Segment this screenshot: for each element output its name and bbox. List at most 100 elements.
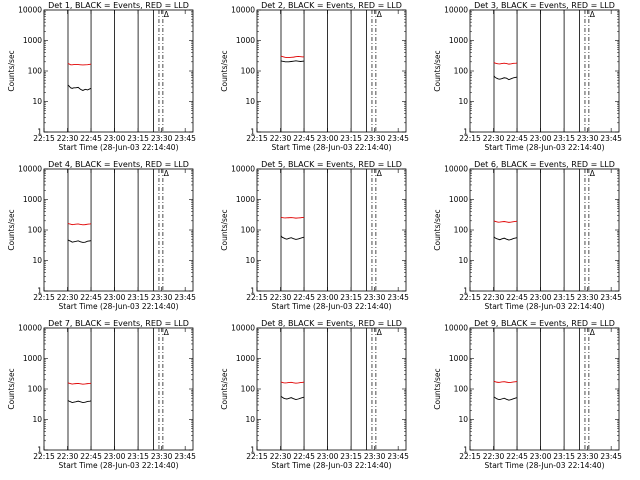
detector-panel-3: Det 3, BLACK = Events, RED = LLD 1 10 100 10… bbox=[433, 1, 622, 152]
x-tick-label: 23:45 bbox=[174, 293, 196, 302]
plot-frame bbox=[256, 9, 407, 133]
y-tick-label: 10 bbox=[458, 415, 468, 424]
x-tick-label: 23:00 bbox=[104, 293, 126, 302]
series-events bbox=[280, 235, 305, 240]
y-axis-label: Counts/sec bbox=[433, 50, 442, 91]
y-tick-label: 1 bbox=[250, 128, 255, 137]
x-tick-label: 23:30 bbox=[151, 452, 173, 461]
x-axis-label: Start Time (28-Jun-03 22:14:40) bbox=[485, 302, 605, 311]
x-tick-label: 23:45 bbox=[174, 452, 196, 461]
y-tick-label: 1000 bbox=[23, 195, 42, 204]
y-tick-label: 10 bbox=[245, 97, 255, 106]
y-tick-label: 1 bbox=[463, 128, 468, 137]
x-tick-label: 22:15 bbox=[33, 134, 55, 143]
x-tick-label: 22:45 bbox=[506, 134, 528, 143]
x-tick-label: 23:30 bbox=[364, 293, 386, 302]
y-tick-label: 1 bbox=[37, 287, 42, 296]
x-tick-label: 23:00 bbox=[530, 293, 552, 302]
x-tick-label: 22:45 bbox=[293, 452, 315, 461]
y-tick-label: 10000 bbox=[444, 6, 468, 15]
x-tick-label: 22:30 bbox=[57, 452, 79, 461]
detector-panel-1: Det 1, BLACK = Events, RED = LLD 1 10 100 10… bbox=[7, 1, 196, 152]
x-tick-label: 22:45 bbox=[293, 134, 315, 143]
x-axis-label: Start Time (28-Jun-03 22:14:40) bbox=[272, 461, 392, 470]
x-tick-label: 22:30 bbox=[483, 134, 505, 143]
x-tick-label: 23:15 bbox=[553, 452, 575, 461]
plot-frame bbox=[43, 168, 194, 292]
y-tick-label: 1 bbox=[37, 128, 42, 137]
series-lld bbox=[280, 216, 305, 219]
series-events bbox=[67, 84, 92, 91]
y-tick-label: 1000 bbox=[23, 354, 42, 363]
series-lld bbox=[67, 382, 92, 385]
x-tick-label: 23:15 bbox=[340, 293, 362, 302]
y-tick-label: 1000 bbox=[236, 195, 255, 204]
series-lld bbox=[280, 381, 305, 384]
x-axis-label: Start Time (28-Jun-03 22:14:40) bbox=[272, 143, 392, 152]
detector-panel-7: Det 7, BLACK = Events, RED = LLD 1 10 100 10… bbox=[7, 319, 196, 470]
y-tick-label: 1000 bbox=[449, 195, 468, 204]
detector-panel-8: Det 8, BLACK = Events, RED = LLD 1 10 100 10… bbox=[220, 319, 409, 470]
x-tick-label: 22:15 bbox=[459, 134, 481, 143]
y-tick-label: 1 bbox=[37, 446, 42, 455]
y-tick-label: 10 bbox=[32, 415, 42, 424]
y-tick-label: 100 bbox=[454, 385, 469, 394]
x-tick-label: 23:00 bbox=[104, 134, 126, 143]
marker-glyph: Δ bbox=[590, 169, 596, 178]
y-tick-label: 10000 bbox=[18, 324, 42, 333]
x-tick-label: 22:15 bbox=[33, 293, 55, 302]
x-tick-label: 23:15 bbox=[553, 134, 575, 143]
x-tick-label: 23:45 bbox=[387, 134, 409, 143]
x-tick-label: 23:30 bbox=[151, 134, 173, 143]
y-tick-label: 10000 bbox=[231, 165, 255, 174]
y-axis-label: Counts/sec bbox=[220, 209, 229, 250]
detector-panel-6: Det 6, BLACK = Events, RED = LLD 1 10 100 10… bbox=[433, 160, 622, 311]
y-tick-label: 100 bbox=[241, 385, 256, 394]
x-tick-label: 22:15 bbox=[246, 134, 268, 143]
y-tick-label: 100 bbox=[241, 67, 256, 76]
x-tick-label: 23:45 bbox=[600, 452, 622, 461]
y-tick-label: 1 bbox=[250, 287, 255, 296]
plot-frame bbox=[469, 168, 620, 292]
marker-glyph: Δ bbox=[590, 10, 596, 19]
y-tick-label: 100 bbox=[28, 385, 43, 394]
panel-title: Det 2, BLACK = Events, RED = LLD bbox=[261, 1, 402, 10]
y-axis-label: Counts/sec bbox=[7, 50, 16, 91]
y-tick-label: 1 bbox=[250, 446, 255, 455]
y-tick-label: 10 bbox=[458, 256, 468, 265]
series-events bbox=[280, 60, 305, 63]
x-tick-label: 23:30 bbox=[577, 293, 599, 302]
series-events bbox=[67, 400, 92, 404]
y-tick-label: 10 bbox=[245, 415, 255, 424]
x-tick-label: 22:15 bbox=[246, 293, 268, 302]
plot-frame bbox=[469, 327, 620, 451]
marker-glyph: Δ bbox=[164, 328, 170, 337]
x-tick-label: 23:00 bbox=[530, 452, 552, 461]
x-tick-label: 22:15 bbox=[459, 293, 481, 302]
series-lld bbox=[493, 380, 518, 383]
series-lld bbox=[493, 220, 518, 223]
x-tick-label: 23:15 bbox=[340, 134, 362, 143]
y-tick-label: 100 bbox=[28, 226, 43, 235]
panel-title: Det 4, BLACK = Events, RED = LLD bbox=[48, 160, 189, 169]
marker-glyph: Δ bbox=[590, 328, 596, 337]
plot-frame bbox=[256, 327, 407, 451]
y-axis-label: Counts/sec bbox=[433, 209, 442, 250]
series-events bbox=[493, 396, 518, 401]
x-tick-label: 22:30 bbox=[483, 293, 505, 302]
panel-title: Det 9, BLACK = Events, RED = LLD bbox=[474, 319, 615, 328]
x-tick-label: 22:30 bbox=[270, 134, 292, 143]
series-lld bbox=[280, 55, 305, 59]
marker-glyph: Δ bbox=[377, 328, 383, 337]
y-tick-label: 10 bbox=[245, 256, 255, 265]
series-lld bbox=[67, 222, 92, 226]
y-tick-label: 10000 bbox=[231, 6, 255, 15]
series-events bbox=[280, 395, 305, 401]
x-tick-label: 23:30 bbox=[577, 134, 599, 143]
y-axis-label: Counts/sec bbox=[7, 368, 16, 409]
panel-title: Det 7, BLACK = Events, RED = LLD bbox=[48, 319, 189, 328]
detector-panel-2: Det 2, BLACK = Events, RED = LLD 1 10 100 10… bbox=[220, 1, 409, 152]
detector-panel-4: Det 4, BLACK = Events, RED = LLD 1 10 100 10… bbox=[7, 160, 196, 311]
x-tick-label: 22:45 bbox=[80, 452, 102, 461]
